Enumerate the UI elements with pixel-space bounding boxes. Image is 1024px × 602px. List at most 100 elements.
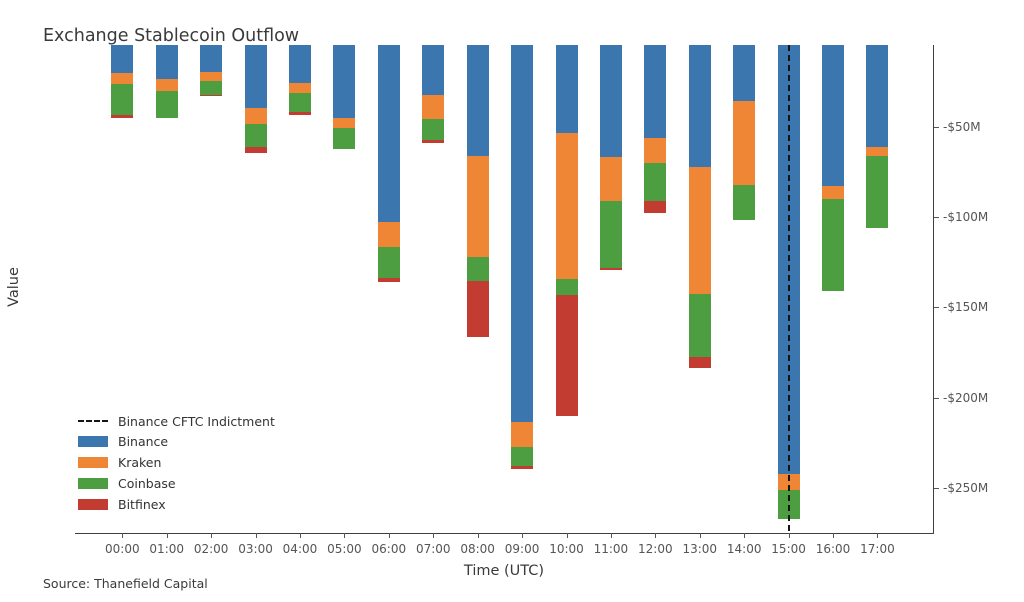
- bar-segment-binance-16:00: [822, 45, 845, 186]
- bar-segment-kraken-10:00: [555, 133, 578, 279]
- legend-dashed-line-sample: [78, 420, 108, 422]
- legend-color-swatch: [78, 436, 108, 448]
- bar-segment-bitfinex-03:00: [244, 146, 267, 154]
- bar-segment-binance-12:00: [644, 45, 667, 139]
- bar-segment-kraken-02:00: [200, 71, 223, 81]
- bar-segment-kraken-17:00: [866, 147, 889, 156]
- x-tick: [255, 533, 257, 538]
- bar-segment-binance-02:00: [200, 45, 223, 72]
- source-note: Source: Thanefield Capital: [43, 576, 208, 591]
- x-tick-label: 07:00: [415, 542, 451, 556]
- bar-segment-kraken-00:00: [111, 72, 134, 85]
- bar-segment-kraken-05:00: [333, 117, 356, 128]
- legend-label: Binance: [118, 434, 169, 450]
- legend-label: Bitfinex: [118, 496, 166, 512]
- bar-segment-coinbase-17:00: [866, 155, 889, 229]
- x-tick: [122, 533, 124, 538]
- legend-label: Coinbase: [118, 475, 176, 491]
- bar-segment-binance-00:00: [111, 45, 134, 73]
- bar-segment-kraken-13:00: [688, 167, 711, 294]
- bar-segment-bitfinex-02:00: [200, 95, 223, 96]
- bar-segment-kraken-04:00: [288, 83, 311, 94]
- x-tick-label: 02:00: [193, 542, 229, 556]
- bar-segment-bitfinex-11:00: [599, 267, 622, 270]
- bar-segment-kraken-07:00: [422, 94, 445, 119]
- y-tick: [934, 307, 939, 309]
- x-tick-label: 13:00: [682, 542, 718, 556]
- x-tick: [299, 533, 301, 538]
- x-tick-label: 01:00: [149, 542, 185, 556]
- bar-segment-kraken-12:00: [644, 138, 667, 163]
- bar-segment-kraken-14:00: [733, 100, 756, 186]
- x-tick-label: 04:00: [282, 542, 318, 556]
- x-tick: [344, 533, 346, 538]
- x-tick-label: 06:00: [371, 542, 407, 556]
- bar-segment-coinbase-10:00: [555, 278, 578, 296]
- x-tick: [566, 533, 568, 538]
- bar-segment-coinbase-07:00: [422, 118, 445, 141]
- bar-segment-coinbase-12:00: [644, 162, 667, 201]
- bar-segment-bitfinex-07:00: [422, 140, 445, 144]
- bar-segment-coinbase-00:00: [111, 84, 134, 115]
- x-tick-label: 15:00: [771, 542, 806, 556]
- bar-segment-coinbase-05:00: [333, 127, 356, 149]
- bar-segment-kraken-01:00: [155, 79, 178, 91]
- x-axis-label: Time (UTC): [463, 563, 545, 579]
- bar-segment-bitfinex-00:00: [111, 114, 134, 119]
- bar-segment-binance-03:00: [244, 45, 267, 108]
- bar-segment-binance-04:00: [288, 45, 311, 84]
- legend-color-swatch: [78, 477, 108, 489]
- bar-segment-coinbase-14:00: [733, 185, 756, 221]
- x-tick-label: 08:00: [460, 542, 495, 556]
- x-tick: [522, 533, 524, 538]
- y-tick: [934, 487, 939, 489]
- legend-row-coinbase: Coinbase: [78, 473, 176, 493]
- y-tick-label: -$100M: [943, 210, 989, 224]
- x-tick-label: 05:00: [327, 542, 362, 556]
- x-tick-label: 10:00: [549, 542, 584, 556]
- x-tick-label: 16:00: [815, 542, 851, 556]
- bar-segment-binance-11:00: [599, 45, 622, 158]
- bar-segment-coinbase-01:00: [155, 90, 178, 118]
- x-tick-label: 12:00: [638, 542, 673, 556]
- bar-segment-coinbase-08:00: [466, 256, 489, 281]
- x-tick: [877, 533, 879, 538]
- y-tick-label: -$50M: [943, 119, 981, 134]
- x-tick-label: 11:00: [593, 542, 629, 556]
- x-tick: [166, 533, 168, 538]
- x-tick: [211, 533, 213, 538]
- legend-color-swatch: [78, 498, 108, 510]
- bar-segment-kraken-16:00: [822, 185, 845, 199]
- bar-segment-binance-17:00: [866, 45, 889, 148]
- x-tick-label: 09:00: [504, 542, 540, 556]
- bar-segment-binance-13:00: [688, 45, 711, 168]
- bar-segment-binance-05:00: [333, 45, 356, 118]
- bar-segment-kraken-11:00: [599, 157, 622, 201]
- bar-segment-coinbase-11:00: [599, 200, 622, 268]
- y-axis-label: Value: [6, 267, 22, 307]
- bar-segment-binance-10:00: [555, 45, 578, 134]
- bar-segment-bitfinex-06:00: [377, 278, 400, 282]
- legend-label: Kraken: [118, 455, 162, 471]
- y-tick-label: -$250M: [943, 480, 989, 495]
- bar-segment-coinbase-16:00: [822, 198, 845, 291]
- bar-segment-bitfinex-10:00: [555, 295, 578, 417]
- x-tick: [833, 533, 835, 538]
- x-tick: [699, 533, 701, 538]
- bar-segment-binance-09:00: [511, 45, 534, 422]
- x-tick-label: 00:00: [105, 542, 140, 556]
- chart-title: Exchange Stablecoin Outflow: [43, 26, 300, 46]
- bar-segment-binance-01:00: [155, 45, 178, 80]
- plot-area: [75, 45, 934, 534]
- x-tick: [744, 533, 746, 538]
- bar-segment-bitfinex-13:00: [688, 357, 711, 368]
- bar-segment-binance-07:00: [422, 45, 445, 95]
- bar-segment-coinbase-13:00: [688, 293, 711, 358]
- x-tick: [788, 533, 790, 538]
- bar-segment-binance-08:00: [466, 45, 489, 156]
- x-tick: [477, 533, 479, 538]
- bar-segment-bitfinex-08:00: [466, 280, 489, 337]
- x-tick: [610, 533, 612, 538]
- bar-segment-kraken-03:00: [244, 107, 267, 124]
